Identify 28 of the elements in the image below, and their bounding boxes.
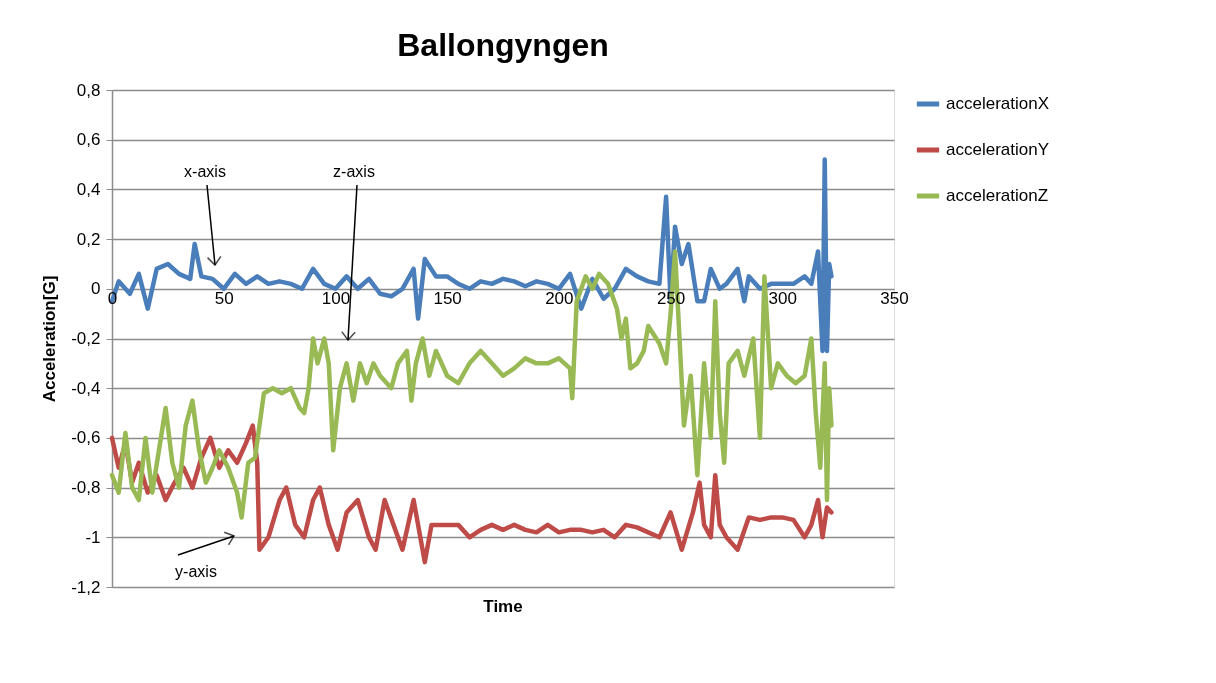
x-tick-label: 350 — [880, 289, 909, 309]
y-tick-label: 0,2 — [76, 229, 101, 249]
legend-label: accelerationX — [946, 94, 1050, 113]
y-tick-label: -0,4 — [71, 378, 101, 398]
y-tick-label: -0,8 — [71, 478, 101, 498]
y-tick-label: 0,4 — [76, 179, 101, 199]
y-tick-label: -0,2 — [71, 329, 101, 348]
line-series — [109, 157, 834, 354]
x-tick-label: 300 — [768, 289, 797, 309]
y-tick-label: 0,6 — [76, 130, 101, 150]
annotation: x-axis — [184, 163, 226, 180]
line-series — [109, 249, 834, 520]
y-tick-label: -0,6 — [71, 428, 101, 448]
line-series — [109, 423, 834, 565]
legend-label: accelerationZ — [946, 186, 1049, 205]
y-tick-label: -1,2 — [71, 577, 101, 597]
x-axis-title: Time — [483, 597, 523, 616]
y-tick-label: -1 — [85, 527, 101, 547]
x-tick-label: 50 — [214, 289, 234, 309]
chart-title: Ballongyngen — [397, 27, 609, 63]
y-axis-title: Acceleration[G] — [40, 275, 60, 403]
x-tick-label: 150 — [433, 289, 462, 309]
legend-label: accelerationY — [946, 140, 1050, 159]
annotation: z-axis — [333, 163, 375, 180]
y-tick-label: 0,8 — [76, 80, 101, 100]
annotation: y-axis — [175, 563, 217, 580]
x-tick-label: 200 — [545, 289, 574, 309]
x-tick-label: 100 — [321, 289, 351, 309]
